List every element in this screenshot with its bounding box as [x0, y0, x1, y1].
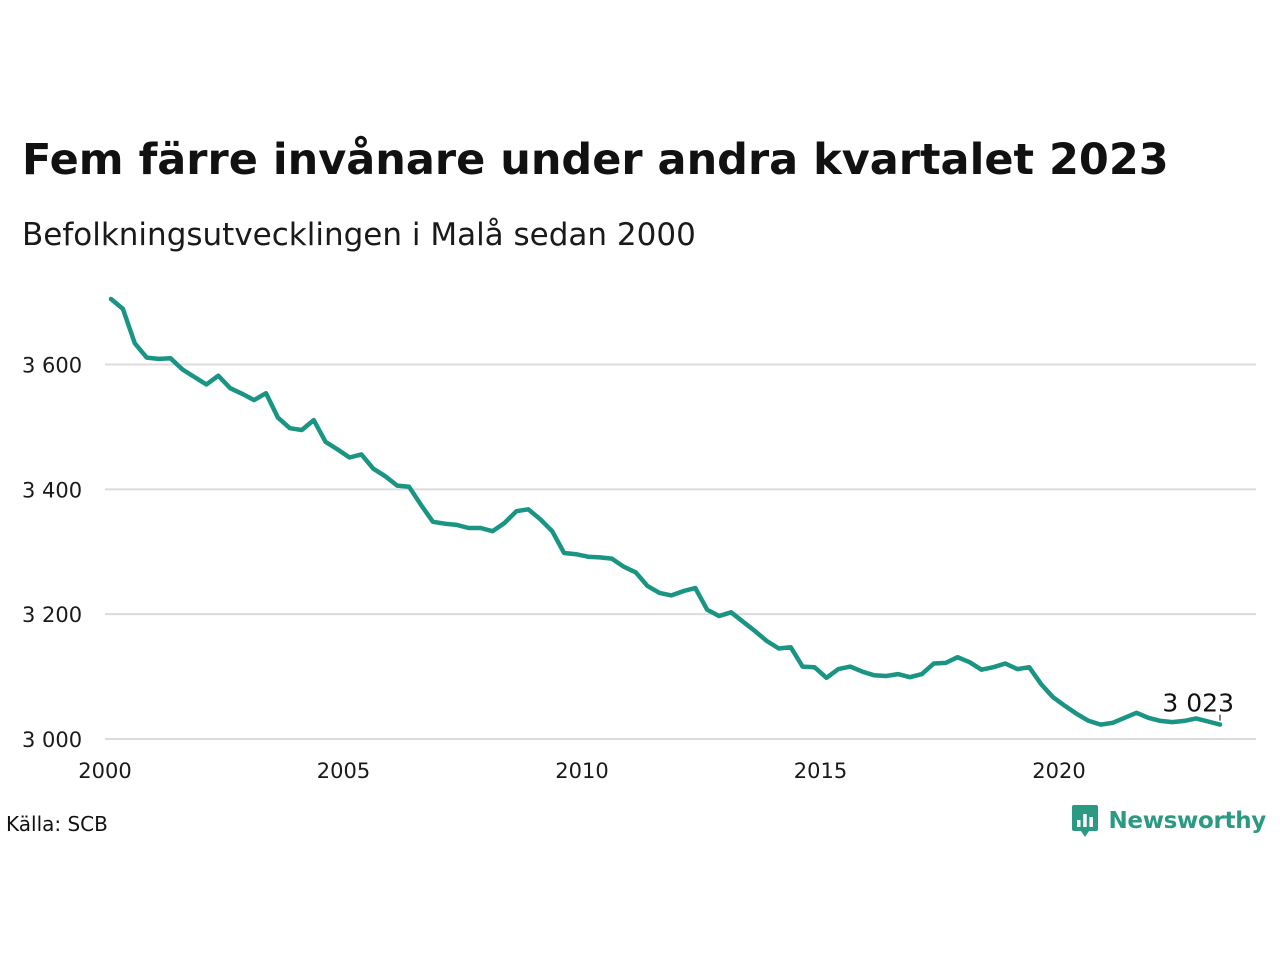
series-line-group	[108, 296, 1223, 727]
source-note: Källa: SCB	[6, 812, 108, 836]
y-tick-label: 3 200	[22, 603, 82, 627]
end-value-label-group: 3 023	[1162, 689, 1234, 721]
y-axis-tick-labels: 3 000 3 200 3 400 3 600	[22, 354, 82, 753]
x-tick-label: 2015	[794, 759, 847, 783]
chart-subtitle: Befolkningsutvecklingen i Malå sedan 200…	[22, 217, 696, 253]
chart-title: Fem färre invånare under andra kvartalet…	[22, 135, 1169, 185]
y-tick-label: 3 400	[22, 478, 82, 502]
end-value-label: 3 023	[1162, 689, 1234, 718]
x-axis-tick-labels: 2000 2005 2010 2015 2020	[78, 759, 1085, 783]
gridlines	[105, 363, 1256, 740]
x-tick-label: 2000	[78, 759, 131, 783]
y-tick-label: 3 600	[22, 354, 82, 378]
series-line	[108, 296, 1223, 727]
x-tick-label: 2020	[1032, 759, 1085, 783]
x-tick-label: 2010	[555, 759, 608, 783]
bar-chart-speech-bubble-icon	[1072, 805, 1099, 837]
x-tick-label: 2005	[317, 759, 370, 783]
brand-name: Newsworthy	[1108, 808, 1266, 834]
brand-logo-group: Newsworthy	[1070, 803, 1266, 839]
y-tick-label: 3 000	[22, 728, 82, 752]
